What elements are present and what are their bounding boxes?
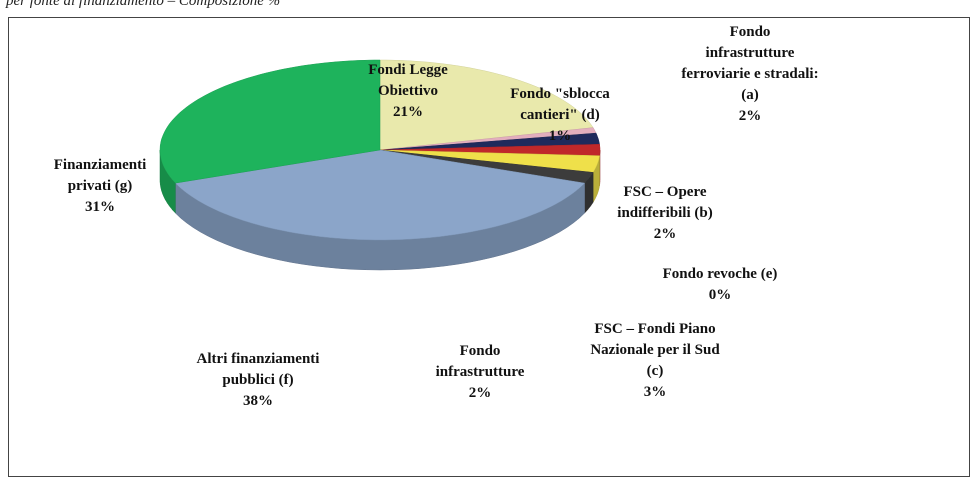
page: per fonte di finanziamento – Composizion… xyxy=(0,0,978,466)
slice-label-value: 0% xyxy=(663,285,778,306)
slice-label-name: Finanziamenti privati (g) xyxy=(54,155,147,197)
slice-label-name: Altri finanziamenti pubblici (f) xyxy=(197,349,320,391)
slice-label-value: 21% xyxy=(368,102,448,123)
slice-label-name: FSC – Fondi Piano Nazionale per il Sud (… xyxy=(590,319,719,382)
slice-label: Finanziamenti privati (g)31% xyxy=(54,155,147,218)
slice-label-value: 38% xyxy=(197,391,320,412)
slice-label-name: Fondo infrastrutture xyxy=(436,341,525,383)
slice-label: Fondo "sblocca cantieri" (d)1% xyxy=(510,84,610,147)
slice-label-name: Fondo revoche (e) xyxy=(663,264,778,285)
slice-label-value: 3% xyxy=(590,382,719,403)
slice-label: FSC – Fondi Piano Nazionale per il Sud (… xyxy=(590,319,719,403)
slice-label: Fondo revoche (e)0% xyxy=(663,264,778,306)
slice-label-value: 2% xyxy=(436,383,525,404)
slice-label-value: 2% xyxy=(681,106,818,127)
slice-label-value: 31% xyxy=(54,197,147,218)
slice-label-value: 2% xyxy=(617,224,712,245)
slice-label: Altri finanziamenti pubblici (f)38% xyxy=(197,349,320,412)
slice-label-name: Fondo "sblocca cantieri" (d) xyxy=(510,84,610,126)
slice-label: Fondo infrastrutture ferroviarie e strad… xyxy=(681,22,818,127)
slice-label-name: Fondo infrastrutture ferroviarie e strad… xyxy=(681,22,818,106)
slice-label: FSC – Opere indifferibili (b)2% xyxy=(617,182,712,245)
slice-label-value: 1% xyxy=(510,126,610,147)
slice-label-name: Fondi Legge Obiettivo xyxy=(368,60,448,102)
slice-label-name: FSC – Opere indifferibili (b) xyxy=(617,182,712,224)
